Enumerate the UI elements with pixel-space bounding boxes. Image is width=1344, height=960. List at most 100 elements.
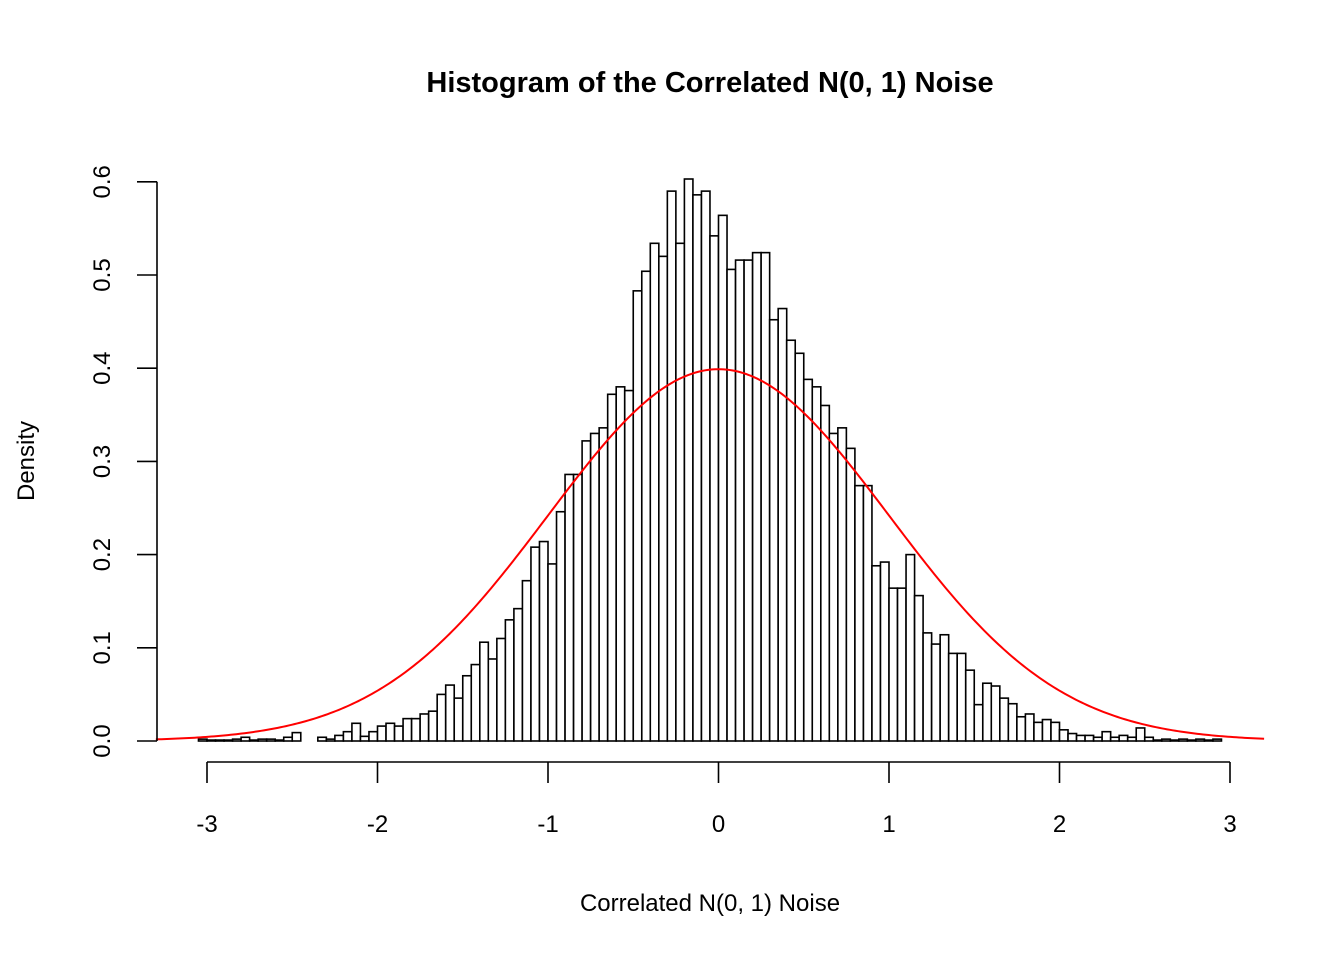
histogram-bar bbox=[206, 739, 217, 742]
histogram-bar bbox=[751, 251, 762, 742]
histogram-bar bbox=[828, 432, 839, 742]
histogram-bar bbox=[555, 510, 566, 742]
normal-density-curve bbox=[155, 368, 1265, 741]
histogram-bar bbox=[700, 190, 711, 742]
histogram-bar bbox=[470, 663, 481, 742]
histogram-bar bbox=[1169, 739, 1180, 742]
x-tick-label: 2 bbox=[1053, 811, 1066, 838]
y-axis: 0.0 0.1 0.2 0.3 0.4 0.5 0.6 bbox=[89, 165, 158, 758]
histogram-bar bbox=[1101, 730, 1112, 742]
histogram-bar bbox=[1075, 734, 1086, 742]
histogram-bar bbox=[598, 427, 609, 742]
histogram-bar bbox=[649, 242, 660, 742]
histogram-bar bbox=[530, 546, 541, 742]
histogram-bar bbox=[1024, 713, 1035, 742]
histogram-bar bbox=[871, 564, 882, 742]
histogram-bar bbox=[888, 587, 899, 742]
histogram-bar bbox=[513, 607, 524, 742]
histogram-bar bbox=[231, 738, 242, 742]
histogram-bar bbox=[1126, 736, 1138, 742]
histogram-bar bbox=[504, 619, 515, 742]
histogram-bar bbox=[453, 697, 464, 742]
histogram-bar bbox=[632, 290, 643, 742]
histogram-bar bbox=[837, 427, 848, 742]
histogram-bar bbox=[214, 739, 225, 742]
x-axis-label: Correlated N(0, 1) Noise bbox=[580, 890, 840, 917]
histogram-bar bbox=[393, 725, 404, 742]
histogram-bar bbox=[572, 473, 583, 742]
histogram-bar bbox=[248, 739, 259, 742]
histogram-bar bbox=[581, 440, 592, 742]
x-tick-label: -1 bbox=[537, 811, 558, 838]
x-tick-label: 1 bbox=[882, 811, 895, 838]
histogram-bar bbox=[811, 386, 822, 742]
histogram-bar bbox=[478, 641, 490, 742]
chart-title: Histogram of the Correlated N(0, 1) Nois… bbox=[426, 67, 993, 99]
histogram-bar bbox=[368, 730, 379, 742]
histogram-bar bbox=[1067, 732, 1078, 742]
histogram-bar bbox=[743, 259, 754, 742]
histogram-bar bbox=[538, 540, 549, 742]
histogram-bar bbox=[1152, 739, 1163, 742]
histogram-bar bbox=[981, 682, 993, 742]
histogram-bar bbox=[956, 652, 967, 742]
histogram-bar bbox=[359, 735, 370, 742]
histogram-bar bbox=[709, 235, 720, 742]
histogram-bar bbox=[623, 389, 635, 742]
histogram-bar bbox=[999, 697, 1010, 742]
histogram-bar bbox=[325, 738, 336, 742]
histogram-bar bbox=[589, 432, 600, 742]
histogram-bar bbox=[1058, 729, 1069, 742]
histogram-bar bbox=[1007, 702, 1018, 742]
histogram-bar bbox=[913, 594, 924, 742]
histogram-bar bbox=[223, 739, 234, 742]
histogram-bar bbox=[862, 484, 873, 742]
histogram-bar bbox=[896, 587, 907, 742]
histogram-bar bbox=[444, 684, 456, 742]
histogram-bar bbox=[342, 730, 353, 742]
histogram-bar bbox=[547, 563, 558, 742]
histogram-bar bbox=[487, 658, 498, 742]
histogram-bar bbox=[964, 669, 976, 742]
histogram-bar bbox=[496, 637, 507, 742]
histogram-bar bbox=[802, 378, 814, 742]
y-tick-label: 0.3 bbox=[89, 445, 116, 478]
histogram-bar bbox=[265, 738, 276, 742]
histogram-bar bbox=[768, 318, 779, 742]
histogram-bar bbox=[717, 214, 728, 742]
histogram-bar bbox=[1109, 736, 1120, 742]
y-tick-label: 0.5 bbox=[89, 258, 116, 291]
histogram-bar bbox=[939, 633, 950, 742]
histogram-bar bbox=[257, 738, 268, 742]
histogram-bar bbox=[564, 473, 575, 742]
histogram-bar bbox=[640, 270, 652, 742]
histogram-bar bbox=[436, 693, 447, 742]
histogram-bar bbox=[1178, 738, 1189, 742]
histogram-bar bbox=[845, 447, 856, 742]
histogram-bar bbox=[521, 579, 532, 742]
x-tick-label: 0 bbox=[712, 811, 725, 838]
histogram-bar bbox=[402, 717, 413, 742]
histogram-bar bbox=[427, 710, 438, 742]
histogram-bar bbox=[1186, 739, 1197, 742]
histogram-bar bbox=[819, 404, 831, 742]
histogram-bar bbox=[1212, 738, 1223, 742]
histogram-bar bbox=[683, 178, 694, 742]
x-tick-label: -2 bbox=[367, 811, 388, 838]
histogram-bar bbox=[1135, 727, 1146, 742]
histogram-bar bbox=[1016, 715, 1027, 742]
histogram-bar bbox=[1092, 736, 1103, 742]
histogram-bar bbox=[351, 722, 362, 742]
histogram-bar bbox=[854, 484, 865, 742]
histogram-bar bbox=[1041, 718, 1052, 742]
histogram-bar bbox=[410, 717, 421, 742]
histogram-bar bbox=[666, 190, 677, 742]
histogram-bar bbox=[291, 731, 302, 742]
y-tick-label: 0.2 bbox=[89, 538, 116, 571]
histogram-bar bbox=[419, 713, 430, 742]
histogram-bar bbox=[317, 736, 328, 742]
histogram-bar bbox=[692, 194, 703, 742]
x-tick-label: 3 bbox=[1223, 811, 1236, 838]
histogram-bar bbox=[376, 725, 387, 742]
